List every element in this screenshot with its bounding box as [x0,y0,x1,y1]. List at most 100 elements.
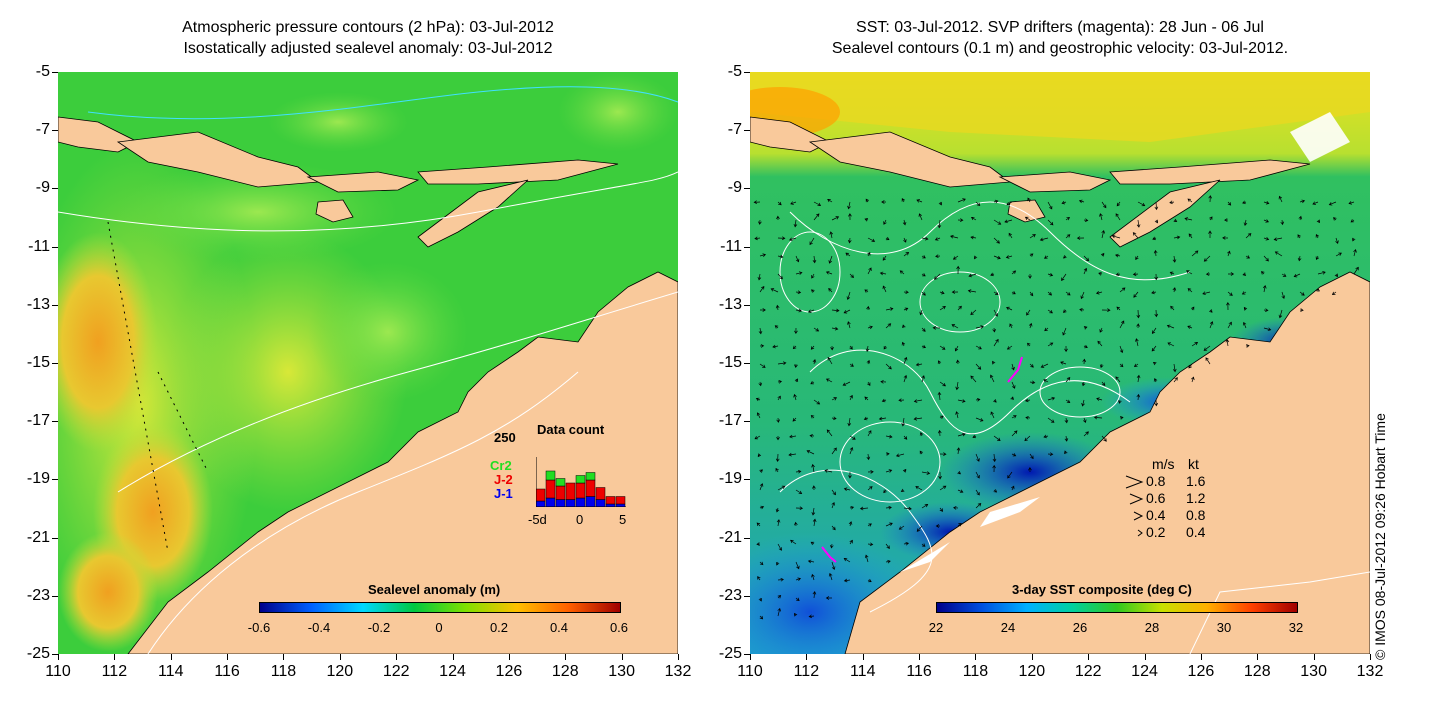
velocity-arrow [903,506,912,511]
velocity-arrow [793,393,797,401]
velocity-arrow [1227,272,1235,276]
right-x-tick-mark [806,654,808,660]
velocity-arrow [902,324,906,329]
left-y-tick-mark [52,304,58,306]
velocity-arrow [1151,290,1157,295]
velocity-arrow [1028,322,1033,329]
velocity-arrow [1047,396,1056,401]
velocity-arrow [967,289,977,293]
velocity-arrow [866,359,871,365]
velocity-arrow [938,471,942,480]
velocity-arrow [759,285,765,293]
velocity-arrow [867,470,874,474]
velocity-arrow [867,251,871,257]
velocity-arrow [1024,398,1031,403]
velocity-arrow [774,325,779,329]
velocity-arrow [1191,250,1199,257]
velocity-arrow [1169,200,1175,205]
velocity-arrow [993,219,1002,225]
velocity-arrow [898,525,905,530]
velocity-arrow [993,237,1000,244]
velocity-arrow [795,308,803,313]
right-x-tick-mark [1144,654,1146,660]
velocity-arrow [975,201,981,207]
velocity-arrow [916,525,923,532]
velocity-arrow [974,255,978,260]
velocity-arrow [1208,195,1213,203]
velocity-arrow [900,488,905,492]
left-x-tick-mark [396,654,398,660]
right-x-tick-label: 112 [793,663,820,680]
velocity-arrow [1047,452,1054,457]
velocity-arrow [1227,321,1232,329]
inset-bar-cr2 [555,478,566,487]
velocity-arrow [1245,344,1250,348]
velocity-arrow [811,273,815,279]
left-x-tick-label: 110 [45,663,71,680]
speed-legend-row-ms: 0.2 [1146,524,1166,540]
velocity-arrow [970,309,977,316]
velocity-arrow [913,416,923,421]
velocity-arrow [992,327,997,333]
velocity-arrow [1029,234,1036,239]
velocity-arrow [1170,305,1175,311]
velocity-arrow [807,309,815,313]
velocity-arrow [843,578,851,583]
velocity-arrow [867,523,872,527]
velocity-arrow [807,559,815,564]
velocity-arrow [1135,255,1139,261]
right-y-tick-mark [744,595,750,597]
right-x-tick-label: 122 [1074,663,1102,680]
velocity-arrow [843,487,851,492]
velocity-arrow [951,324,959,329]
velocity-arrow [1043,434,1049,439]
velocity-arrow [1136,374,1141,383]
velocity-arrow [1065,234,1071,239]
velocity-arrow [859,506,869,511]
velocity-arrow [921,543,926,547]
velocity-arrow [879,271,887,276]
velocity-arrow [993,255,1001,260]
velocity-arrow [1081,381,1086,387]
velocity-arrow [1115,376,1121,383]
velocity-arrow [932,326,941,330]
right-y-tick-label: -17 [718,412,742,430]
right-y-tick-mark [744,537,750,539]
velocity-arrow [885,323,892,329]
left-x-tick-label: 114 [157,663,184,680]
speed-legend-row-kt: 0.4 [1186,524,1206,540]
velocity-arrow [812,359,817,365]
velocity-arrow [1315,233,1320,239]
velocity-arrow [1191,376,1195,383]
velocity-arrow [957,399,966,403]
inset-bar-j2 [565,482,576,500]
velocity-arrow [1011,453,1017,457]
right-y-tick-mark [744,130,750,132]
velocity-arrow [754,236,761,241]
velocity-arrow [1202,291,1211,296]
velocity-arrow [937,391,942,401]
velocity-arrow [885,543,890,549]
speed-legend-arrows [1125,475,1144,537]
inset-x-label-zero: 0 [576,512,584,527]
velocity-arrow [777,543,782,551]
velocity-arrow [901,198,905,203]
velocity-arrow [1010,396,1014,401]
velocity-arrow [792,417,797,422]
velocity-arrow [759,344,765,348]
sealevel-colorbar-label: -0.4 [307,620,331,635]
velocity-arrow [1078,199,1085,204]
speed-legend-header-kt: kt [1188,456,1199,472]
right-y-tick-label: -5 [727,63,742,80]
velocity-arrow [878,416,887,421]
right-y-tick-label: -7 [727,121,742,139]
speed-legend-row-ms: 0.6 [1146,490,1166,506]
velocity-arrow [1188,233,1193,239]
velocity-arrow [1029,291,1034,297]
right-y-tick-label: -15 [718,354,742,371]
sealevel-colorbar-label: -0.2 [367,620,391,635]
velocity-arrow [1024,435,1031,442]
velocity-arrow [1028,273,1032,279]
inset-ymax-label: 250 [494,430,516,445]
velocity-arrow [902,219,907,226]
